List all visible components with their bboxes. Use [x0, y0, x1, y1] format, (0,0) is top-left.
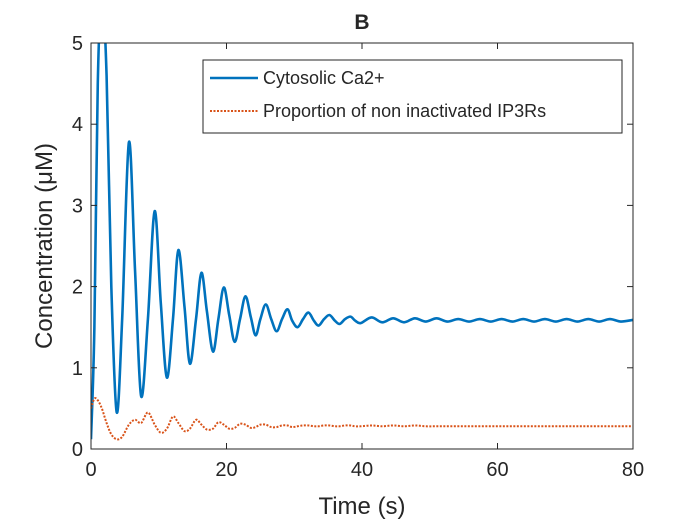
x-tick-label: 80: [622, 459, 644, 481]
legend-box: [202, 59, 623, 134]
y-axis-label: Concentration (μM): [31, 143, 58, 349]
y-tick-label: 5: [72, 33, 83, 55]
legend: Cytosolic Ca2+ Proportion of non inactiva…: [202, 59, 623, 134]
ticks: 0 1 2 3 4 5 0 20 40 60 80: [72, 33, 644, 481]
plot-area: [91, 43, 633, 441]
y-tick-label: 4: [72, 114, 83, 136]
legend-label: Cytosolic Ca2+: [263, 68, 385, 88]
x-axis-label: Time (s): [318, 493, 405, 520]
series-line: [91, 397, 633, 441]
chart-title: B: [354, 11, 369, 34]
x-tick-label: 60: [486, 459, 508, 481]
x-tick-label: 40: [351, 459, 373, 481]
y-tick-label: 2: [72, 277, 83, 299]
y-tick-label: 0: [72, 439, 83, 461]
x-tick-label: 0: [85, 459, 96, 481]
y-tick-label: 1: [72, 358, 83, 380]
x-tick-label: 20: [215, 459, 237, 481]
series-line: [91, 43, 633, 440]
y-tick-label: 3: [72, 195, 83, 217]
legend-label: Proportion of non inactivated IP3Rs: [263, 101, 546, 121]
